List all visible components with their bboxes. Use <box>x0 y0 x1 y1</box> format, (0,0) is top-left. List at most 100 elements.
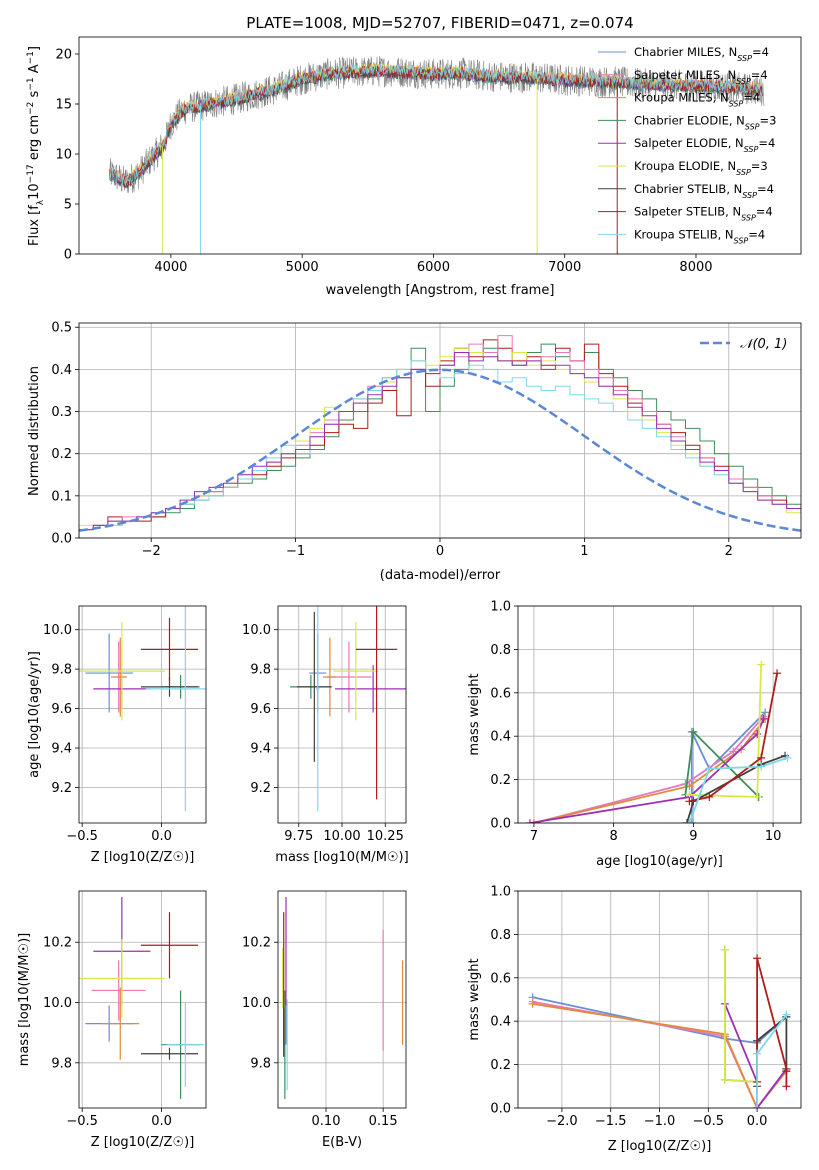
mass-weight-point <box>757 660 766 669</box>
mass-weight-point <box>757 753 766 762</box>
x-tick-label: 0.0 <box>151 829 172 844</box>
y-tick-label: 0.3 <box>51 405 72 420</box>
y-tick-label: 0.8 <box>490 643 511 658</box>
y-tick-label: 10.2 <box>242 936 271 951</box>
mass-weight-point <box>757 762 766 771</box>
y-tick-label: 0.8 <box>490 928 511 943</box>
y-tick-label: 9.8 <box>51 1056 72 1071</box>
x-tick-label: 0.10 <box>312 1114 341 1129</box>
x-tick-label: 0.0 <box>151 1114 172 1129</box>
mass-weight-line <box>690 711 766 823</box>
x-axis-label: mass [log10(M/M☉)] <box>275 850 408 865</box>
mass-vs-metallicity-panel: −0.5 0.0 9.8 10.0 10.2 Z [log10(Z/Z☉)] mass [l… <box>17 890 207 1150</box>
chart-title: PLATE=1008, MJD=52707, FIBERID=0471, z=0… <box>246 14 633 32</box>
x-tick-label: 6000 <box>417 260 450 275</box>
axes-frame <box>78 322 802 539</box>
x-tick-label: 10 <box>765 829 782 844</box>
x-tick-label: −0.5 <box>66 1114 98 1129</box>
y-tick-label: 1.0 <box>490 600 511 615</box>
mass-weight-line <box>529 718 765 823</box>
axes-frame <box>517 605 802 824</box>
residual-histogram-panel: −2 −1 0 1 2 0.0 0.1 0.2 0.3 0.4 0.5 𝒩(0, 1) (data-mo… <box>27 321 802 583</box>
legend-entry: 𝒩(0, 1) <box>740 337 787 352</box>
legend-entry: Chabrier MILES, NSSP=4 <box>634 45 769 63</box>
mass-weight-point <box>720 945 729 954</box>
axes-frame <box>517 890 802 1109</box>
mass-weight-line <box>689 673 778 803</box>
x-tick-label: 9.75 <box>284 829 313 844</box>
legend-entry: Salpeter MILES, NSSP=4 <box>634 68 768 86</box>
x-tick-label: 2 <box>725 544 733 559</box>
y-tick-label: 9.4 <box>250 742 271 757</box>
y-tick-label: 9.2 <box>51 781 72 796</box>
mass-weight-point <box>782 1082 791 1091</box>
y-tick-label: 0.2 <box>490 773 511 788</box>
x-axis-label: Z [log10(Z/Z☉)] <box>91 850 195 865</box>
y-tick-label: 9.8 <box>51 663 72 678</box>
y-axis-label: age [log10(age/yr)] <box>27 651 42 778</box>
legend-entry: Kroupa STELIB, NSSP=4 <box>634 227 765 245</box>
x-axis-label: wavelength [Angstrom, rest frame] <box>326 283 555 298</box>
axes-frame <box>78 605 207 824</box>
y-axis-label: Flux [fλ10−17 erg cm−2 s−1 A−1] <box>26 46 46 246</box>
model-spectrum-line <box>110 63 764 186</box>
y-tick-label: 0.1 <box>51 489 72 504</box>
mass-weight-point <box>720 1075 729 1084</box>
y-tick-label: 10.0 <box>43 996 72 1011</box>
y-tick-label: 9.2 <box>250 781 271 796</box>
mass-weight-point <box>759 714 768 723</box>
axes-frame <box>277 605 407 824</box>
plot-area <box>528 945 791 1108</box>
mass-weight-point <box>773 669 782 678</box>
mass-weight-vs-metallicity-panel: −2.0 −1.5 −1.0 −0.5 0.0 0.0 0.2 0.4 0.6 0.8 1.0 Z [… <box>467 885 802 1154</box>
plot-area <box>79 335 801 538</box>
mass-weight-point <box>782 1010 791 1019</box>
x-tick-label: 10.00 <box>323 829 360 844</box>
x-tick-label: −1.5 <box>595 1114 627 1129</box>
y-tick-label: 9.6 <box>51 702 72 717</box>
mass-weight-point <box>782 1064 791 1073</box>
legend-entry: Kroupa ELODIE, NSSP=3 <box>634 159 768 177</box>
mass-weight-point <box>529 819 538 823</box>
x-tick-label: 0 <box>436 544 444 559</box>
y-tick-label: 0.0 <box>51 532 72 547</box>
y-tick-label: 10.0 <box>43 623 72 638</box>
x-tick-label: 7000 <box>548 260 581 275</box>
y-tick-label: 0.2 <box>490 1058 511 1073</box>
x-tick-label: 4000 <box>154 260 187 275</box>
y-tick-label: 0.6 <box>490 971 511 986</box>
mass-weight-line <box>688 757 788 823</box>
x-tick-label: −2 <box>142 544 161 559</box>
y-tick-label: 0.2 <box>51 447 72 462</box>
mass-weight-point <box>783 753 792 762</box>
spectrum-panel: 4000 5000 6000 7000 8000 0 5 10 15 20 Chabrier MIL… <box>26 14 802 298</box>
y-tick-label: 0 <box>64 248 72 263</box>
y-tick-label: 0.4 <box>51 363 72 378</box>
y-tick-label: 10.2 <box>43 936 72 951</box>
mass-weight-point <box>689 727 698 736</box>
plot-area <box>281 897 404 1099</box>
legend-entry: Salpeter STELIB, NSSP=4 <box>634 205 773 223</box>
y-tick-label: 0.4 <box>490 730 511 745</box>
x-axis-label: Z [log10(Z/Z☉)] <box>91 1135 195 1150</box>
x-tick-label: −0.5 <box>693 1114 725 1129</box>
x-tick-label: 0.0 <box>747 1114 768 1129</box>
mass-weight-point <box>705 792 714 801</box>
x-tick-label: 0.15 <box>369 1114 398 1129</box>
mass-weight-point <box>705 764 714 773</box>
y-axis-label: mass weight <box>467 958 482 1040</box>
y-tick-label: 1.0 <box>490 885 511 900</box>
x-tick-label: 7 <box>530 829 538 844</box>
axes-frame <box>78 890 207 1109</box>
mass-weight-line <box>756 958 788 1087</box>
mass-weight-point <box>528 999 537 1008</box>
y-tick-label: 10.0 <box>242 623 271 638</box>
y-tick-label: 10 <box>55 148 72 163</box>
mass-vs-extinction-panel: 0.10 0.15 9.8 10.0 10.2 E(B-V) <box>242 890 407 1150</box>
plot-area <box>79 606 206 812</box>
x-axis-label: E(B-V) <box>322 1135 362 1150</box>
plot-area <box>108 55 765 254</box>
y-tick-label: 0.0 <box>490 1102 511 1117</box>
